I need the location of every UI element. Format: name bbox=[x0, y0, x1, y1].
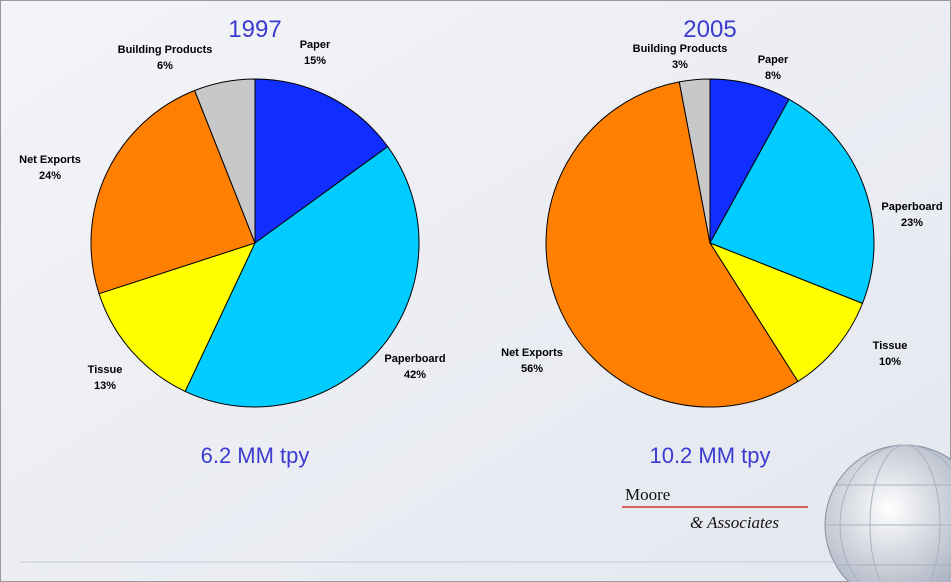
chart-title: 1997 bbox=[228, 16, 281, 43]
chart-title: 2005 bbox=[683, 16, 736, 43]
pie-slice bbox=[545, 81, 799, 408]
slice-label: Paper bbox=[758, 54, 789, 66]
pie-slice bbox=[184, 145, 420, 408]
slice-value-label: 23% bbox=[901, 217, 923, 229]
slice-label: Net Exports bbox=[501, 347, 563, 359]
slice-label: Tissue bbox=[873, 340, 908, 352]
slice-label: Building Products bbox=[118, 44, 213, 56]
slice-label: Paperboard bbox=[384, 353, 445, 365]
slice-value-label: 3% bbox=[672, 59, 688, 71]
slice-value-label: 13% bbox=[94, 380, 116, 392]
slice-value-label: 42% bbox=[404, 369, 426, 381]
slice-label: Net Exports bbox=[19, 154, 81, 166]
logo-name: Moore bbox=[625, 485, 670, 504]
pie-slice bbox=[98, 242, 256, 393]
slice-label: Paperboard bbox=[881, 201, 942, 213]
slice-label: Paper bbox=[300, 39, 331, 51]
chart-subtitle: 6.2 MM tpy bbox=[201, 443, 310, 468]
slice-value-label: 56% bbox=[521, 363, 543, 375]
logo-tagline: & Associates bbox=[690, 513, 779, 532]
slice-label: Building Products bbox=[633, 43, 728, 55]
pie-slice bbox=[708, 241, 864, 383]
pie-slice bbox=[678, 78, 711, 244]
chart-subtitle: 10.2 MM tpy bbox=[649, 443, 770, 468]
pie-slice bbox=[90, 89, 256, 295]
slice-value-label: 15% bbox=[304, 55, 326, 67]
pie-slice bbox=[254, 78, 389, 244]
globe-logo bbox=[824, 444, 951, 582]
pie-slice bbox=[193, 78, 256, 244]
slice-value-label: 10% bbox=[879, 356, 901, 368]
slice-value-label: 24% bbox=[39, 170, 61, 182]
slice-label: Tissue bbox=[88, 364, 123, 376]
slice-value-label: 6% bbox=[157, 60, 173, 72]
pie-slice bbox=[709, 98, 875, 305]
slice-value-label: 8% bbox=[765, 70, 781, 82]
